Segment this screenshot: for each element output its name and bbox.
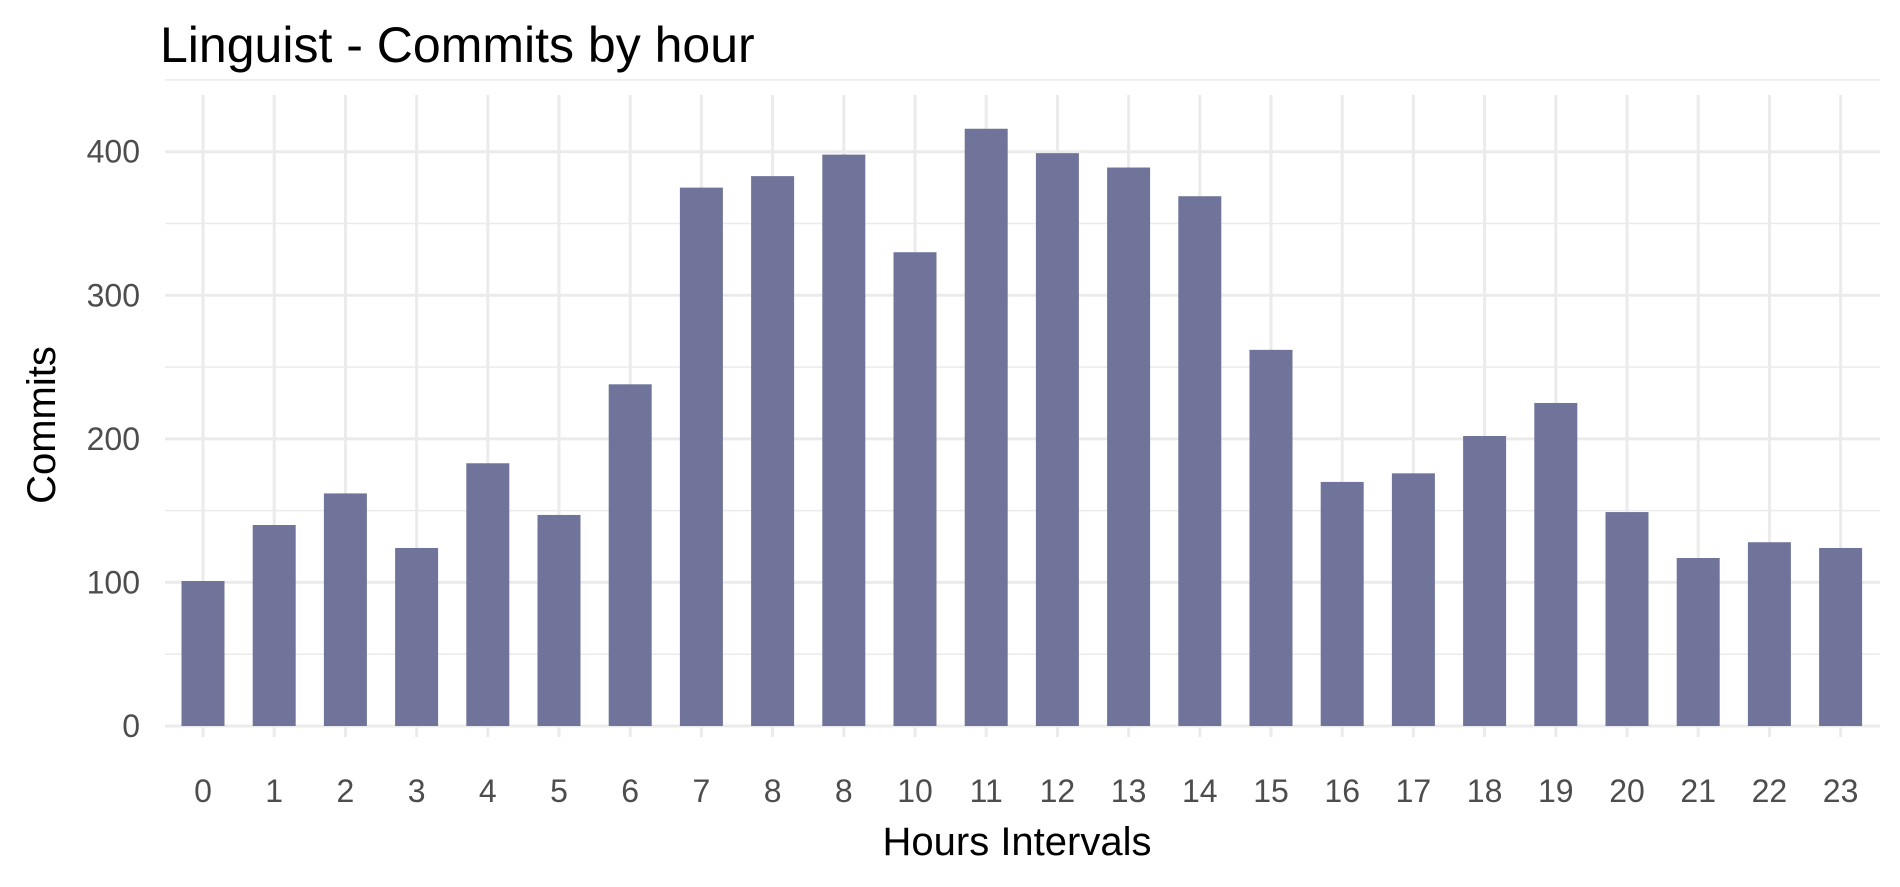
x-tick-label: 14 [1182, 773, 1218, 809]
x-tick-label: 16 [1324, 773, 1360, 809]
bar-hour-18 [1463, 435, 1507, 726]
bar-hour-5 [537, 514, 581, 726]
bar-hour-13 [1107, 167, 1151, 726]
x-tick-label: 20 [1609, 773, 1645, 809]
x-tick-label: 1 [265, 773, 283, 809]
bar-hour-20 [1605, 512, 1649, 726]
y-tick-label: 0 [122, 708, 140, 744]
bar-hour-1 [252, 525, 296, 726]
y-tick-label: 100 [87, 564, 140, 600]
bar-hour-0 [181, 580, 225, 726]
y-tick-label: 200 [87, 421, 140, 457]
x-tick-label: 23 [1823, 773, 1859, 809]
bar-hour-10 [893, 252, 937, 726]
bar-hour-15 [1249, 349, 1293, 726]
bar-hour-23 [1819, 547, 1863, 726]
bar-hour-16 [1320, 481, 1364, 726]
x-tick-label: 22 [1752, 773, 1788, 809]
bar-hour-7 [679, 187, 723, 727]
x-tick-label: 5 [550, 773, 568, 809]
x-tick-label: 2 [337, 773, 355, 809]
bar-hour-14 [1178, 196, 1222, 727]
x-tick-label: 0 [194, 773, 212, 809]
x-tick-label: 11 [970, 773, 1003, 809]
x-tick-label: 7 [693, 773, 711, 809]
bar-hour-2 [323, 493, 367, 726]
x-tick-label: 15 [1253, 773, 1289, 809]
bar-hour-12 [1035, 153, 1079, 726]
bar-hour-11 [964, 128, 1008, 727]
bar-hour-8 [751, 176, 795, 727]
bar-hour-22 [1747, 542, 1791, 726]
bar-hour-4 [466, 463, 510, 726]
x-tick-label: 17 [1396, 773, 1432, 809]
bar-hour-17 [1391, 473, 1435, 726]
x-tick-label: 8 [835, 773, 853, 809]
bar-hour-8 [822, 154, 866, 726]
x-tick-label: 8 [764, 773, 782, 809]
x-tick-label: 12 [1040, 773, 1076, 809]
x-tick-label: 4 [479, 773, 497, 809]
bar-hour-6 [608, 384, 652, 726]
x-tick-label: 18 [1467, 773, 1503, 809]
y-tick-labels: 0 100 200 300 400 [87, 134, 140, 744]
x-tick-labels: 0 1 2 3 4 5 6 7 8 8 10 11 12 13 14 15 16 17 18 19 20 21 22 23 [194, 773, 1858, 809]
bar-hour-19 [1534, 402, 1578, 726]
y-tick-label: 300 [87, 277, 140, 313]
x-tick-label: 13 [1111, 773, 1147, 809]
x-tick-label: 3 [408, 773, 426, 809]
y-tick-label: 400 [87, 134, 140, 170]
bar-hour-3 [395, 547, 439, 726]
x-axis-title: Hours Intervals [883, 820, 1152, 864]
bar-hour-21 [1676, 558, 1720, 726]
bars [181, 128, 1863, 727]
y-axis-title: Commits [20, 346, 64, 504]
x-tick-label: 21 [1680, 773, 1716, 809]
chart-title: Linguist - Commits by hour [160, 17, 755, 73]
x-tick-label: 10 [897, 773, 933, 809]
x-tick-label: 19 [1538, 773, 1574, 809]
x-tick-label: 6 [621, 773, 639, 809]
